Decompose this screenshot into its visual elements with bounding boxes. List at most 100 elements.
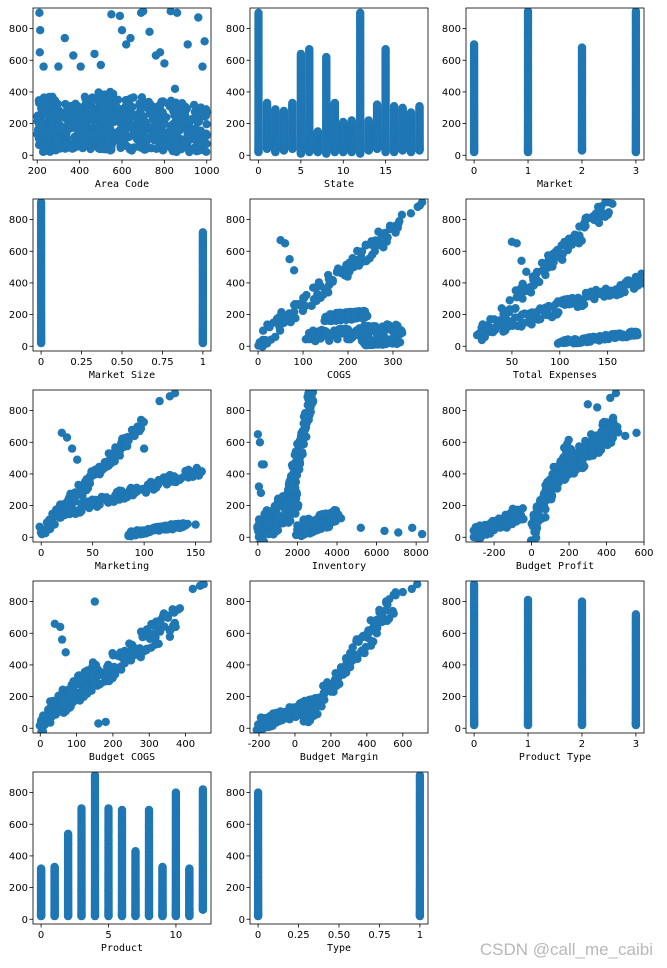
scatter-point xyxy=(518,294,527,303)
y-tick-label: 600 xyxy=(226,56,245,67)
scatter-point xyxy=(100,95,110,105)
x-axis-label: Marketing xyxy=(95,561,149,572)
scatter-point xyxy=(191,520,200,529)
scatter-point xyxy=(123,100,132,110)
y-tick-label: 200 xyxy=(442,119,461,130)
x-tick-label: 3 xyxy=(633,166,639,177)
scatter-point xyxy=(126,123,135,132)
scatter-point xyxy=(395,217,404,226)
y-tick-label: 200 xyxy=(9,119,28,130)
scatter-point xyxy=(170,111,179,120)
scatter-point xyxy=(382,235,391,244)
scatter-point xyxy=(90,121,99,130)
scatter-point xyxy=(52,108,61,118)
scatter-point xyxy=(81,94,90,104)
scatter-point xyxy=(172,8,182,17)
scatter-point xyxy=(52,138,61,147)
scatter-point xyxy=(356,8,365,17)
x-axis-label: State xyxy=(324,179,354,190)
scatter-point xyxy=(183,40,192,49)
scatter-point xyxy=(526,288,536,297)
x-tick-label: 600 xyxy=(112,166,131,177)
scatter-point xyxy=(115,11,125,21)
scatter-point xyxy=(155,100,164,110)
scatter-point xyxy=(581,221,590,231)
scatter-point xyxy=(505,296,514,305)
scatter-point xyxy=(41,126,50,136)
scatter-point xyxy=(201,105,211,114)
scatter-point xyxy=(285,255,294,264)
scatter-point xyxy=(35,48,44,57)
scatter-point xyxy=(541,513,550,522)
scatter-point xyxy=(35,8,44,17)
x-tick-label: 0.25 xyxy=(70,357,92,368)
x-tick-label: 0 xyxy=(38,357,44,368)
x-tick-label: 0 xyxy=(471,166,477,177)
scatter-point xyxy=(380,526,389,536)
scatter-point xyxy=(200,37,209,46)
y-tick-label: 200 xyxy=(226,501,245,512)
scatter-point xyxy=(152,144,161,153)
scatter-point xyxy=(183,129,192,139)
scatter-point xyxy=(306,390,315,398)
scatter-point xyxy=(313,127,322,136)
scatter-point xyxy=(39,62,48,71)
scatter-point xyxy=(518,504,527,513)
scatter-point xyxy=(262,98,272,108)
data-points xyxy=(472,199,644,348)
x-tick-label: 400 xyxy=(70,166,89,177)
scatter-point xyxy=(139,8,148,16)
scatter-point xyxy=(253,430,263,439)
scatter-point xyxy=(194,130,203,139)
scatter-point xyxy=(37,134,46,143)
scatter-point xyxy=(145,27,154,36)
y-tick-label: 800 xyxy=(226,406,245,417)
y-tick-label: 0 xyxy=(22,533,28,544)
x-tick-label: 2 xyxy=(579,166,585,177)
scatter-point xyxy=(36,141,46,150)
scatter-point xyxy=(608,199,617,208)
scatter-point xyxy=(395,338,405,347)
y-tick-label: 800 xyxy=(226,215,245,226)
scatter-point xyxy=(179,111,188,120)
scatter-point xyxy=(96,60,106,70)
scatter-point xyxy=(166,8,175,16)
scatter-point xyxy=(70,143,79,152)
y-tick-label: 400 xyxy=(9,278,28,289)
scatter-point xyxy=(389,102,399,111)
y-tick-label: 400 xyxy=(226,87,245,98)
scatter-point xyxy=(636,277,644,286)
scatter-point xyxy=(81,126,90,135)
scatter-point xyxy=(293,502,302,512)
scatter-point xyxy=(255,438,265,447)
scatter-point xyxy=(408,523,417,532)
scatter-point xyxy=(534,516,543,526)
scatter-point xyxy=(551,247,560,256)
y-tick-label: 0 xyxy=(239,533,245,544)
scatter-point xyxy=(627,329,636,338)
scatter-point xyxy=(101,116,110,125)
scatter-point xyxy=(328,276,337,285)
y-tick-label: 0 xyxy=(455,151,461,162)
scatter-point xyxy=(136,122,145,131)
x-tick-label: 300 xyxy=(383,357,402,368)
scatter-point xyxy=(308,396,318,406)
scatter-point xyxy=(604,208,613,217)
scatter-point xyxy=(117,26,127,35)
y-tick-label: 400 xyxy=(442,278,461,289)
scatter-point xyxy=(256,488,266,498)
x-axis-label: Inventory xyxy=(312,561,366,572)
y-tick-label: 400 xyxy=(9,469,28,480)
x-tick-label: 5 xyxy=(298,166,304,177)
y-tick-label: 800 xyxy=(442,215,461,226)
x-tick-label: 100 xyxy=(550,357,569,368)
scatter-point xyxy=(523,8,533,16)
x-tick-label: 0.75 xyxy=(151,357,173,368)
scatter-point xyxy=(198,62,207,71)
scatter-point xyxy=(356,523,365,532)
scatter-point xyxy=(70,132,79,142)
scatter-point xyxy=(65,124,74,133)
